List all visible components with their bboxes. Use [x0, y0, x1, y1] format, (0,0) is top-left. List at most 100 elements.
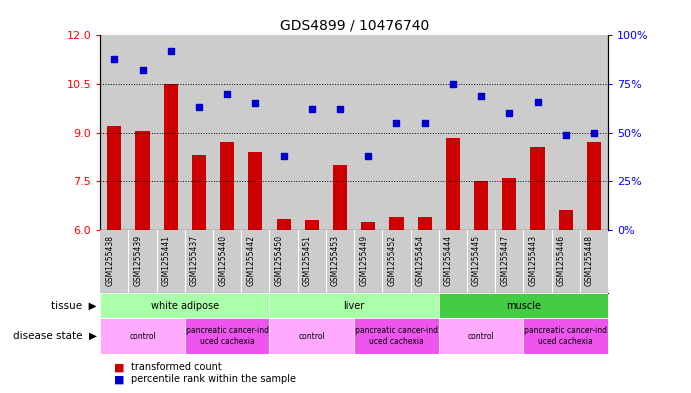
- Text: GSM1255446: GSM1255446: [557, 235, 566, 286]
- Bar: [100, 35, 129, 230]
- Bar: [248, 152, 263, 230]
- Bar: [467, 35, 495, 230]
- Bar: [213, 230, 241, 293]
- Bar: [220, 142, 234, 230]
- Bar: [410, 35, 439, 230]
- Point: [475, 92, 486, 99]
- Text: disease state  ▶: disease state ▶: [12, 331, 97, 341]
- Point: [560, 131, 571, 138]
- Bar: [213, 35, 241, 230]
- Text: white adipose: white adipose: [151, 301, 219, 310]
- Text: muscle: muscle: [506, 301, 541, 310]
- Bar: [417, 217, 432, 230]
- Point: [250, 100, 261, 107]
- Bar: [241, 230, 269, 293]
- Bar: [524, 318, 608, 354]
- Point: [532, 98, 543, 105]
- Point: [222, 91, 233, 97]
- Bar: [184, 230, 213, 293]
- Bar: [439, 318, 524, 354]
- Bar: [439, 35, 467, 230]
- Bar: [580, 230, 608, 293]
- Bar: [107, 126, 122, 230]
- Bar: [241, 35, 269, 230]
- Bar: [474, 181, 488, 230]
- Point: [306, 106, 317, 112]
- Bar: [333, 165, 347, 230]
- Bar: [524, 35, 551, 230]
- Bar: [100, 318, 184, 354]
- Bar: [439, 230, 467, 293]
- Bar: [135, 131, 149, 230]
- Bar: [446, 138, 460, 230]
- Point: [589, 129, 600, 136]
- Bar: [184, 318, 269, 354]
- Text: GSM1255441: GSM1255441: [162, 235, 171, 286]
- Text: GSM1255450: GSM1255450: [274, 235, 283, 286]
- Text: GSM1255451: GSM1255451: [303, 235, 312, 286]
- Text: GSM1255447: GSM1255447: [500, 235, 509, 286]
- Point: [193, 104, 205, 110]
- Bar: [129, 230, 157, 293]
- Bar: [326, 230, 354, 293]
- Point: [334, 106, 346, 112]
- Text: GSM1255442: GSM1255442: [247, 235, 256, 286]
- Point: [108, 55, 120, 62]
- Point: [278, 153, 289, 159]
- Bar: [269, 35, 298, 230]
- Bar: [361, 222, 375, 230]
- Bar: [298, 230, 326, 293]
- Text: GSM1255449: GSM1255449: [359, 235, 368, 286]
- Point: [447, 81, 458, 87]
- Bar: [531, 147, 545, 230]
- Text: percentile rank within the sample: percentile rank within the sample: [131, 374, 296, 384]
- Text: ■: ■: [114, 374, 124, 384]
- Text: GSM1255454: GSM1255454: [416, 235, 425, 286]
- Bar: [559, 210, 573, 230]
- Bar: [157, 35, 184, 230]
- Bar: [305, 220, 319, 230]
- Bar: [157, 230, 184, 293]
- Point: [363, 153, 374, 159]
- Text: ■: ■: [114, 362, 124, 373]
- Text: pancreatic cancer-ind
uced cachexia: pancreatic cancer-ind uced cachexia: [355, 326, 438, 346]
- Bar: [164, 84, 178, 230]
- Bar: [390, 217, 404, 230]
- Text: GSM1255439: GSM1255439: [133, 235, 142, 286]
- Text: GSM1255448: GSM1255448: [585, 235, 594, 286]
- Bar: [551, 230, 580, 293]
- Point: [137, 67, 148, 73]
- Text: GSM1255437: GSM1255437: [190, 235, 199, 286]
- Bar: [326, 35, 354, 230]
- Text: GSM1255440: GSM1255440: [218, 235, 227, 286]
- Text: GSM1255444: GSM1255444: [444, 235, 453, 286]
- Point: [419, 120, 430, 126]
- Bar: [495, 230, 524, 293]
- Point: [165, 48, 176, 54]
- Bar: [382, 35, 410, 230]
- Bar: [129, 35, 157, 230]
- Title: GDS4899 / 10476740: GDS4899 / 10476740: [280, 19, 428, 33]
- Text: control: control: [468, 332, 495, 340]
- Text: pancreatic cancer-ind
uced cachexia: pancreatic cancer-ind uced cachexia: [186, 326, 269, 346]
- Bar: [551, 35, 580, 230]
- Text: control: control: [129, 332, 156, 340]
- Text: GSM1255443: GSM1255443: [529, 235, 538, 286]
- Text: tissue  ▶: tissue ▶: [51, 301, 97, 310]
- Bar: [410, 230, 439, 293]
- Text: GSM1255452: GSM1255452: [388, 235, 397, 286]
- Bar: [354, 318, 439, 354]
- Text: GSM1255445: GSM1255445: [472, 235, 481, 286]
- Point: [391, 120, 402, 126]
- Point: [504, 110, 515, 116]
- Bar: [100, 293, 269, 318]
- Bar: [269, 230, 298, 293]
- Bar: [298, 35, 326, 230]
- Bar: [354, 35, 382, 230]
- Bar: [269, 318, 354, 354]
- Bar: [354, 230, 382, 293]
- Bar: [467, 230, 495, 293]
- Text: GSM1255438: GSM1255438: [105, 235, 114, 286]
- Text: pancreatic cancer-ind
uced cachexia: pancreatic cancer-ind uced cachexia: [524, 326, 607, 346]
- Bar: [382, 230, 410, 293]
